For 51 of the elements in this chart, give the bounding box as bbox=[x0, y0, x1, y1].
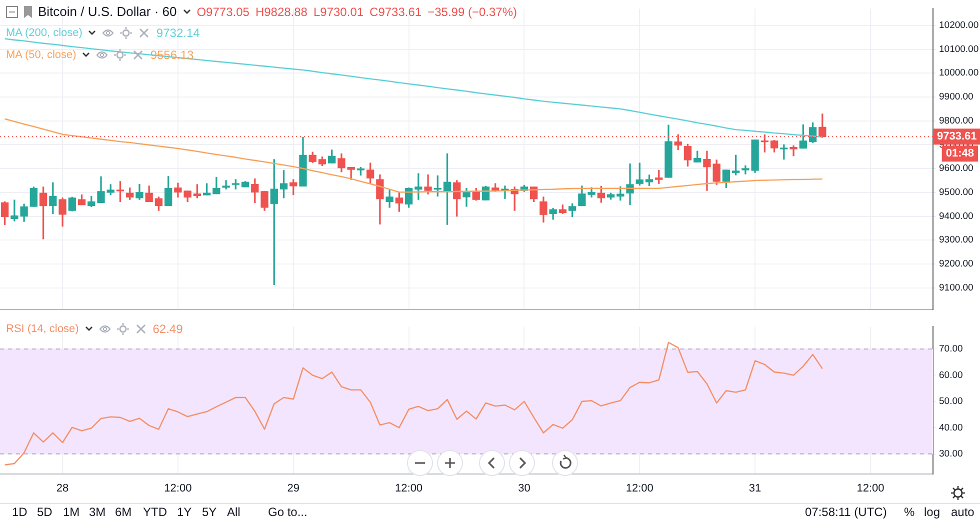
text: All bbox=[227, 505, 240, 519]
annotation: 9732.14 bbox=[156, 26, 200, 40]
annotation: H9828.88 bbox=[255, 4, 308, 18]
text: RSI (14, close) bbox=[6, 323, 79, 335]
candlestick bbox=[116, 181, 124, 202]
y-tick-label: 70.00 bbox=[939, 344, 963, 355]
text: auto bbox=[951, 505, 974, 519]
y-tick-label: 9500.00 bbox=[939, 187, 974, 198]
text: % bbox=[904, 505, 915, 519]
candlestick bbox=[232, 179, 240, 190]
y-tick-label: 9100.00 bbox=[939, 282, 974, 294]
text: 1Y bbox=[177, 505, 192, 519]
x-tick-label: 12:00 bbox=[856, 482, 884, 494]
y-tick-label: 9600.00 bbox=[939, 163, 974, 174]
x-tick-label: 28 bbox=[56, 482, 69, 494]
text: 5Y bbox=[202, 505, 217, 519]
text: 3M bbox=[89, 505, 106, 519]
annotation: O9773.05 bbox=[196, 4, 250, 18]
chart-title: Bitcoin / U.S. Dollar · 60 bbox=[38, 4, 177, 19]
y-tick-label: 9300.00 bbox=[939, 234, 974, 246]
y-tick-label: 9400.00 bbox=[939, 210, 974, 222]
y-tick-label: 60.00 bbox=[939, 370, 963, 381]
x-tick-label: 12:00 bbox=[164, 482, 192, 494]
y-tick-label: 9800.00 bbox=[939, 115, 974, 126]
y-tick-label: 10000.00 bbox=[939, 68, 979, 79]
text: 07:58:11 (UTC) bbox=[805, 505, 887, 519]
annotation: 62.49 bbox=[152, 322, 183, 336]
x-tick-label: 12:00 bbox=[395, 482, 423, 494]
text: Go to... bbox=[268, 505, 308, 519]
y-tick-label: 10100.00 bbox=[939, 44, 979, 55]
y-tick-label: 50.00 bbox=[939, 396, 963, 408]
text: 1D bbox=[12, 505, 28, 519]
y-tick-label: 10200.00 bbox=[939, 20, 979, 32]
text: MA (50, close) bbox=[6, 49, 76, 61]
x-tick-label: 29 bbox=[287, 482, 300, 494]
y-tick-label: 40.00 bbox=[939, 422, 963, 434]
series-label: MA (200, close) bbox=[6, 27, 82, 39]
text: 6M bbox=[115, 505, 132, 519]
y-tick-label: 30.00 bbox=[939, 448, 963, 460]
text: 1M bbox=[63, 505, 80, 519]
annotation: −35.99 (−0.37%) bbox=[428, 4, 517, 18]
y-tick-label: 9200.00 bbox=[939, 258, 974, 270]
y-tick-label: 9900.00 bbox=[939, 92, 974, 103]
x-tick-label: 30 bbox=[518, 482, 530, 494]
text: log bbox=[924, 505, 940, 519]
x-tick-label: 12:00 bbox=[626, 482, 654, 494]
text: 5D bbox=[37, 505, 52, 519]
text: YTD bbox=[143, 505, 167, 519]
annotation: C9733.61 bbox=[370, 4, 422, 18]
annotation: L9730.01 bbox=[313, 4, 364, 18]
x-tick-label: 31 bbox=[748, 482, 762, 494]
